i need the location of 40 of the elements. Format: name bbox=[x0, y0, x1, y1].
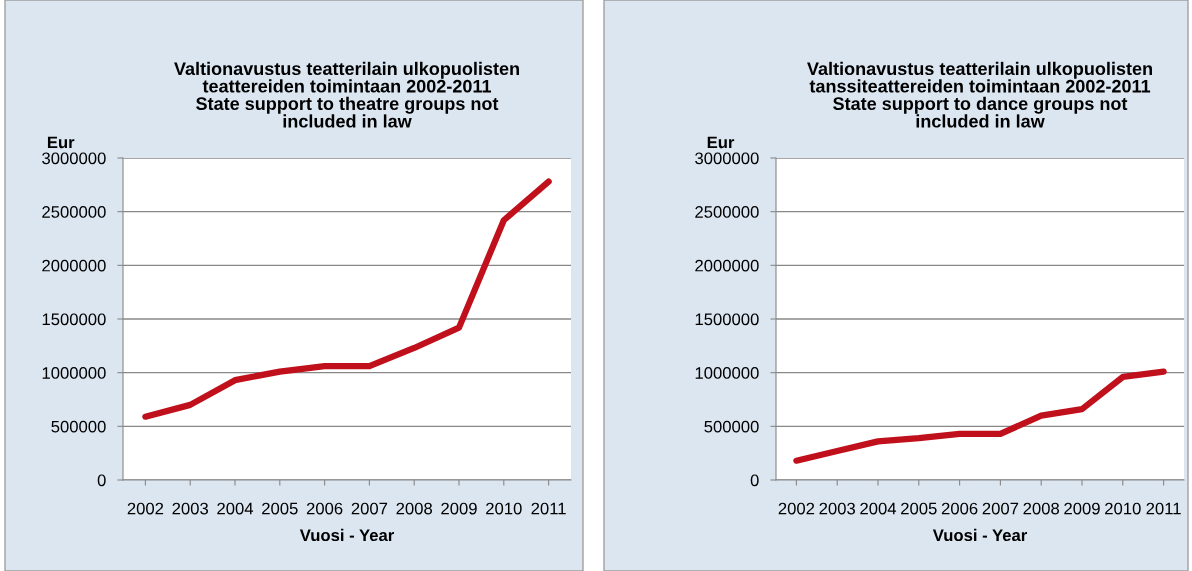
x-tick-label: 2005 bbox=[901, 502, 937, 515]
y-tick-label: 3000000 bbox=[695, 152, 759, 165]
x-tick-label: 2011 bbox=[531, 502, 566, 515]
x-tick-label: 2007 bbox=[982, 502, 1019, 515]
y-tick-label: 1500000 bbox=[42, 313, 106, 326]
x-tick-label: 2009 bbox=[441, 502, 477, 515]
y-tick-label: 1500000 bbox=[695, 313, 759, 326]
x-tick-label: 2008 bbox=[1023, 502, 1060, 515]
x-tick-label: 2004 bbox=[217, 502, 254, 515]
x-tick-label: 2011 bbox=[1146, 502, 1181, 515]
x-tick-label: 2007 bbox=[351, 502, 388, 515]
y-tick-label: 1000000 bbox=[695, 367, 759, 379]
y-tick-label: 0 bbox=[750, 474, 759, 487]
y-tick-label: 3000000 bbox=[42, 152, 106, 165]
x-tick-label: 2004 bbox=[860, 502, 897, 515]
chart-title: Valtionavustus teatterilain ulkopuolisten tanssiteattereiden toimintaan 2002-2011 State support to dance groups not included in law bbox=[807, 61, 1152, 128]
x-tick-label: 2002 bbox=[127, 502, 164, 515]
chart-title: Valtionavustus teatterilain ulkopuolisten teattereiden toimintaan 2002-2011 State support to theatre groups not included in law bbox=[174, 61, 519, 128]
x-tick-label: 2005 bbox=[262, 502, 298, 515]
x-tick-label: 2010 bbox=[486, 502, 522, 515]
x-tick-label: 2003 bbox=[819, 502, 856, 515]
y-tick-label: 2500000 bbox=[695, 206, 759, 218]
x-tick-label: 2010 bbox=[1105, 502, 1141, 515]
x-tick-label: 2009 bbox=[1064, 502, 1100, 515]
y-tick-label: 0 bbox=[97, 474, 106, 487]
y-tick-label: 1000000 bbox=[42, 367, 106, 379]
y-tick-label: 500000 bbox=[51, 420, 106, 433]
x-axis-title: Vuosi - Year bbox=[299, 528, 394, 542]
y-tick-label: 2500000 bbox=[42, 206, 106, 218]
x-tick-label: 2006 bbox=[306, 502, 343, 515]
x-tick-label: 2008 bbox=[396, 502, 433, 515]
x-tick-label: 2006 bbox=[941, 502, 978, 515]
x-tick-label: 2003 bbox=[172, 502, 209, 515]
y-axis-title: Eur bbox=[707, 136, 735, 149]
y-tick-label: 2000000 bbox=[695, 259, 759, 272]
x-tick-label: 2002 bbox=[778, 502, 815, 515]
y-tick-label: 2000000 bbox=[42, 259, 106, 272]
y-tick-label: 500000 bbox=[704, 420, 759, 433]
x-axis-title: Vuosi - Year bbox=[932, 528, 1027, 542]
y-axis-title: Eur bbox=[47, 136, 75, 149]
